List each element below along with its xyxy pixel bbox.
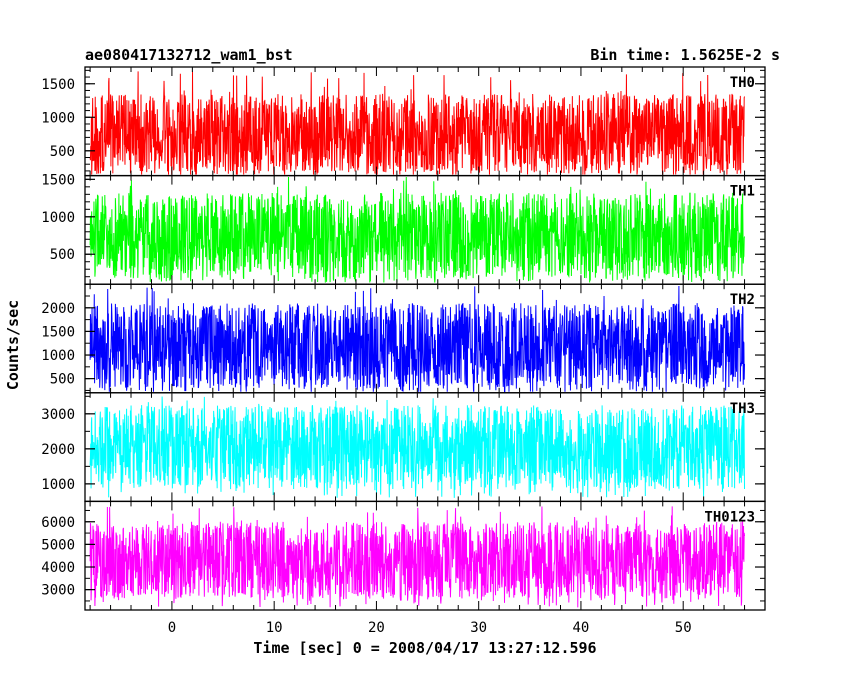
y-tick-label: 3000 bbox=[41, 583, 75, 599]
y-tick-label: 4000 bbox=[41, 560, 75, 576]
panel-th0: 500 1000 1500 TH0 bbox=[41, 66, 766, 177]
panel-th3: 1000 2000 3000 TH3 bbox=[41, 392, 766, 503]
chart-subtitle: Bin time: 1.5625E-2 s bbox=[590, 46, 780, 64]
x-tick-label: 30 bbox=[470, 620, 487, 636]
y-tick-label: 6000 bbox=[41, 515, 75, 531]
y-tick-label: 500 bbox=[50, 144, 75, 160]
series-line-th0123 bbox=[89, 506, 746, 608]
x-tick-label: 10 bbox=[266, 620, 283, 636]
panel-th2: 500 1000 1500 2000 TH2 bbox=[41, 283, 766, 394]
x-tick-label: 50 bbox=[675, 620, 692, 636]
y-tick-label: 1500 bbox=[41, 172, 75, 188]
y-tick-label: 1500 bbox=[41, 77, 75, 93]
x-tick-label: 20 bbox=[368, 620, 385, 636]
y-tick-label: 500 bbox=[50, 372, 75, 388]
y-tick-label: 500 bbox=[50, 247, 75, 263]
y-tick-label: 1000 bbox=[41, 210, 75, 226]
panel-label-th0: TH0 bbox=[730, 75, 755, 91]
series-line-th2 bbox=[89, 285, 746, 393]
series-line-th0 bbox=[89, 71, 745, 175]
y-tick-label: 2000 bbox=[41, 301, 75, 317]
panel-label-th2: TH2 bbox=[730, 292, 755, 308]
x-tick-label: 40 bbox=[573, 620, 590, 636]
y-tick-label: 1500 bbox=[41, 324, 75, 340]
x-tick-label: 0 bbox=[168, 620, 176, 636]
series-line-th3 bbox=[89, 396, 746, 498]
y-tick-label: 2000 bbox=[41, 442, 75, 458]
chart-title: ae080417132712_wam1_bst bbox=[85, 46, 293, 64]
x-axis-label: Time [sec] 0 = 2008/04/17 13:27:12.596 bbox=[253, 639, 596, 657]
y-tick-label: 1000 bbox=[41, 348, 75, 364]
y-tick-label: 3000 bbox=[41, 407, 75, 423]
y-tick-label: 1000 bbox=[41, 110, 75, 126]
y-axis-label: Counts/sec bbox=[4, 300, 22, 390]
series-line-th1 bbox=[89, 177, 745, 283]
panels-group: 500 1000 1500 TH0 500 1000 1500 TH1 500 1000 1500 2… bbox=[41, 66, 766, 611]
panel-th0123: 3000 4000 5000 6000 TH0123 bbox=[41, 500, 766, 611]
panel-label-th0123: TH0123 bbox=[704, 509, 755, 525]
y-tick-label: 1000 bbox=[41, 477, 75, 493]
y-tick-label: 5000 bbox=[41, 537, 75, 553]
x-axis: 0 10 20 30 40 50 bbox=[168, 620, 692, 636]
panel-th1: 500 1000 1500 TH1 bbox=[41, 172, 766, 285]
panel-label-th3: TH3 bbox=[730, 401, 755, 417]
panel-label-th1: TH1 bbox=[730, 184, 755, 200]
